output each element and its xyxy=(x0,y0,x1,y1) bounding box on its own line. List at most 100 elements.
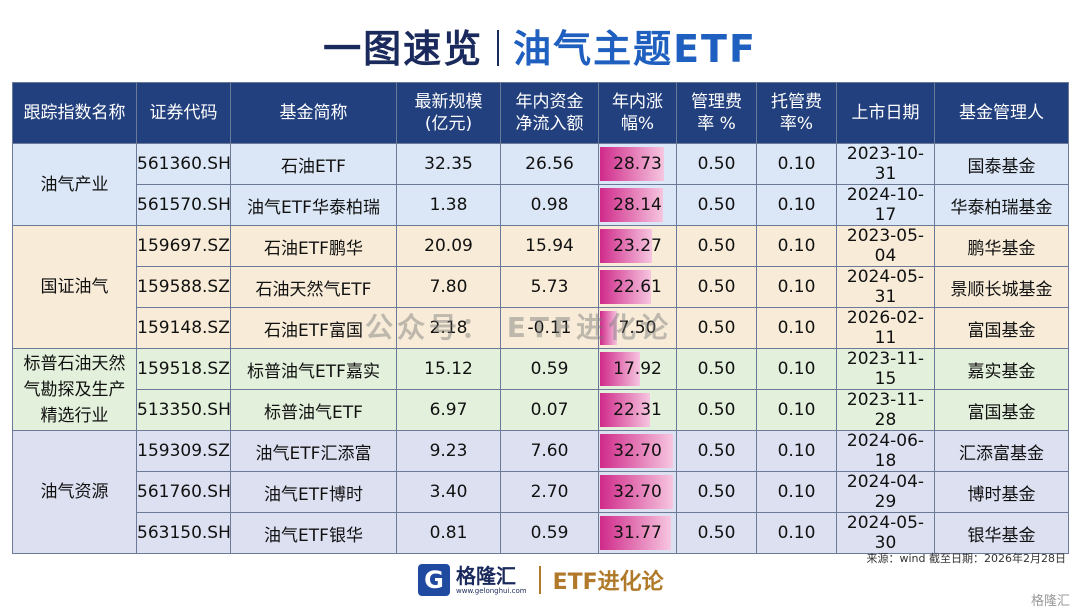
table-row: 油气产业 561360.SH 石油ETF 32.35 26.56 28.73 0.50 0.1… xyxy=(12,143,1069,226)
cell: 7.80 xyxy=(396,266,501,308)
cell: 513350.SH xyxy=(136,389,231,431)
header-text: 托管费 xyxy=(771,92,822,112)
cell: 0.50 xyxy=(676,430,757,472)
return-cell: 32.70 xyxy=(598,430,677,472)
cell: 0.50 xyxy=(676,389,757,431)
cell: 0.50 xyxy=(676,348,757,390)
cell: 561360.SH xyxy=(136,143,231,185)
cell: 富国基金 xyxy=(934,307,1069,349)
return-cell: 28.73 xyxy=(598,143,677,185)
table-row: 159588.SZ 石油天然气ETF 7.80 5.73 22.61 0.50 0.10 20… xyxy=(12,266,1069,308)
cell: 159309.SZ xyxy=(136,430,231,472)
cell: 鹏华基金 xyxy=(934,225,1069,267)
cell: 油气ETF博时 xyxy=(230,471,397,513)
cell: 9.23 xyxy=(396,430,501,472)
return-value: 32.70 xyxy=(613,441,662,461)
cell: 0.50 xyxy=(676,266,757,308)
cell: 32.35 xyxy=(396,143,501,185)
cell: 2024-04-29 xyxy=(836,471,935,513)
return-cell: 32.70 xyxy=(598,471,677,513)
cell: 563150.SH xyxy=(136,512,231,554)
cell: 1.38 xyxy=(396,184,501,226)
return-bar xyxy=(600,434,674,468)
return-value: 22.61 xyxy=(613,277,662,297)
header-text: (亿元) xyxy=(424,114,473,134)
brand: ETF进化论 xyxy=(552,570,664,595)
group-name: 油气产业 xyxy=(12,143,137,226)
table-row: 563150.SH 油气ETF银华 0.81 0.59 31.77 0.50 0.10 202… xyxy=(12,512,1069,554)
return-cell: 7.50 xyxy=(598,307,677,349)
title-sub: 油气主题ETF xyxy=(513,27,757,71)
return-cell: 28.14 xyxy=(598,184,677,226)
cell: 2023-05-04 xyxy=(836,225,935,267)
logo: G 格隆汇 www.gelonghui.com ETF进化论 xyxy=(418,562,664,598)
cell: 0.07 xyxy=(500,389,599,431)
cell: 2024-06-18 xyxy=(836,430,935,472)
cell: 159518.SZ xyxy=(136,348,231,390)
cell: 2023-11-15 xyxy=(836,348,935,390)
header-cell: 年内资金 净流入额 xyxy=(500,82,599,144)
cell: 景顺长城基金 xyxy=(934,266,1069,308)
cell: 0.81 xyxy=(396,512,501,554)
table-row: 561760.SH 油气ETF博时 3.40 2.70 32.70 0.50 0.10 202… xyxy=(12,471,1069,513)
header-text: 幅% xyxy=(620,114,655,134)
etf-table: 跟踪指数名称 证券代码 基金简称 最新规模 (亿元) 年内资金 净流入额 年内涨 幅% 管理费率 … xyxy=(12,82,1069,554)
return-bar xyxy=(600,270,651,304)
return-cell: 23.27 xyxy=(598,225,677,267)
cell: 0.10 xyxy=(756,184,837,226)
header-cell: 托管费 率% xyxy=(756,82,837,144)
cell: 0.10 xyxy=(756,225,837,267)
cell: 561760.SH xyxy=(136,471,231,513)
return-value: 17.92 xyxy=(613,359,662,379)
cell: 6.97 xyxy=(396,389,501,431)
cell: 0.10 xyxy=(756,471,837,513)
table-row: 标普石油天然气勘探及生产精选行业 159518.SZ 标普油气ETF嘉实 15.12 0… xyxy=(12,348,1069,431)
cell: 0.10 xyxy=(756,143,837,185)
return-bar xyxy=(600,475,674,509)
header-text: 基金简称 xyxy=(279,103,348,123)
table-row: 国证油气 159697.SZ 石油ETF鹏华 20.09 15.94 23.27 0.50 0… xyxy=(12,225,1069,349)
source-note: 来源：wind 截至日期：2026年2月28日 xyxy=(866,552,1067,565)
title: 一图速览 油气主题ETF xyxy=(0,18,1080,73)
return-value: 28.73 xyxy=(613,154,662,174)
return-cell: 31.77 xyxy=(598,512,677,554)
header-cell: 管理费率 % xyxy=(676,82,757,144)
logo-name: 格隆汇 xyxy=(456,564,516,588)
header-cell: 证券代码 xyxy=(136,82,231,144)
cell: 0.50 xyxy=(676,512,757,554)
cell: 0.50 xyxy=(676,307,757,349)
header-cell: 上市日期 xyxy=(836,82,935,144)
table-row: 513350.SH 标普油气ETF 6.97 0.07 22.31 0.50 0.10 202… xyxy=(12,389,1069,431)
cell: 5.73 xyxy=(500,266,599,308)
cell: 561570.SH xyxy=(136,184,231,226)
return-value: 28.14 xyxy=(613,195,662,215)
cell: 0.50 xyxy=(676,184,757,226)
cell: 159697.SZ xyxy=(136,225,231,267)
cell: 0.59 xyxy=(500,512,599,554)
cell: 0.10 xyxy=(756,348,837,390)
cell: 0.10 xyxy=(756,512,837,554)
cell: 油气ETF华泰柏瑞 xyxy=(230,184,397,226)
group-name: 标普石油天然气勘探及生产精选行业 xyxy=(12,348,137,431)
return-cell: 22.61 xyxy=(598,266,677,308)
group-name: 油气资源 xyxy=(12,430,137,554)
cell: 华泰柏瑞基金 xyxy=(934,184,1069,226)
cell: 嘉实基金 xyxy=(934,348,1069,390)
header-cell: 跟踪指数名称 xyxy=(12,82,137,144)
return-bar xyxy=(600,147,665,181)
cell: 富国基金 xyxy=(934,389,1069,431)
return-bar xyxy=(600,352,641,386)
cell: 汇添富基金 xyxy=(934,430,1069,472)
cell: 26.56 xyxy=(500,143,599,185)
cell: 0.59 xyxy=(500,348,599,390)
cell: 0.98 xyxy=(500,184,599,226)
logo-url: www.gelonghui.com xyxy=(456,587,527,595)
cell: 0.50 xyxy=(676,471,757,513)
header-cell: 基金管理人 xyxy=(934,82,1069,144)
header-text: 管理费 xyxy=(691,92,742,112)
corner-mark: 格隆汇 xyxy=(1030,594,1070,609)
cell: 0.50 xyxy=(676,225,757,267)
header-cell: 基金简称 xyxy=(230,82,397,144)
cell: 0.10 xyxy=(756,430,837,472)
